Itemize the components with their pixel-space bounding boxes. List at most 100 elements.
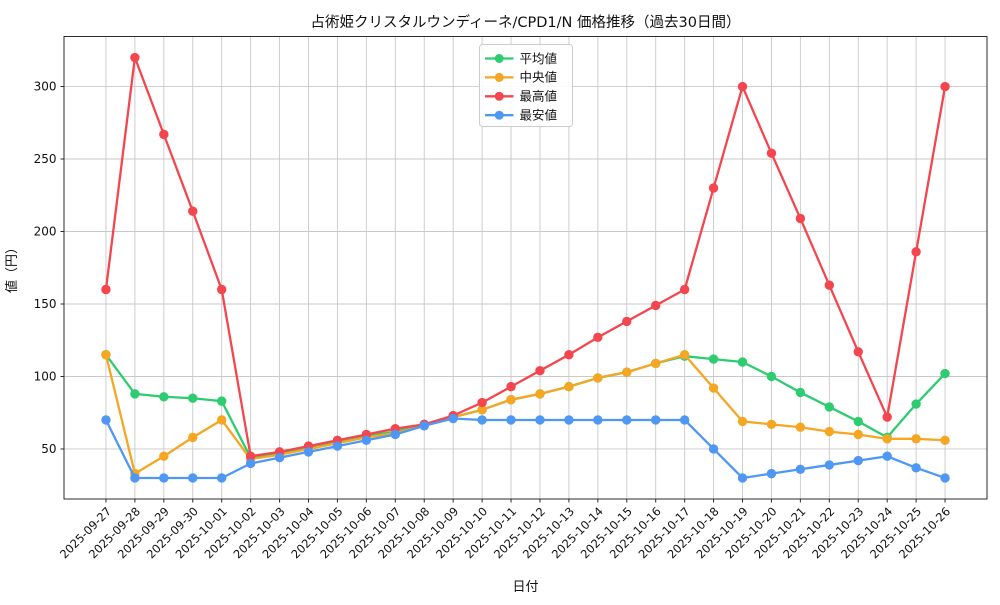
series-median-marker <box>535 389 545 399</box>
series-min <box>101 413 950 483</box>
series-median-marker <box>766 419 777 430</box>
series-min-marker <box>216 473 227 483</box>
series-median-line <box>104 353 947 475</box>
legend-label-median: 中央値 <box>520 70 558 85</box>
series-max-line <box>104 56 947 458</box>
series-min-marker <box>130 473 140 483</box>
legend-label-average: 平均値 <box>520 51 558 66</box>
series-max-marker <box>679 284 690 295</box>
legend-frame <box>479 44 573 127</box>
series-median-marker <box>911 434 921 444</box>
y-tick-label: 200 <box>34 225 57 239</box>
series-max-marker <box>159 129 169 140</box>
series-min-marker <box>795 464 806 474</box>
y-tick-label: 100 <box>34 370 57 384</box>
chart-title: 占術姫クリスタルウンディーネ/CPD1/N 価格推移（過去30日間） <box>311 13 741 31</box>
series-min-marker <box>448 413 458 424</box>
series-average-marker <box>940 368 950 379</box>
series-median-marker <box>622 367 632 377</box>
series-max-marker <box>188 206 198 216</box>
series-min-marker <box>506 415 516 425</box>
series-max-marker <box>651 300 661 311</box>
series-min-marker <box>679 415 690 425</box>
series-median-marker <box>795 422 806 432</box>
series-min-marker <box>188 473 198 483</box>
series-median-marker <box>853 429 863 440</box>
series-max-marker <box>245 451 256 461</box>
series-min-marker <box>853 455 863 466</box>
series-median-marker <box>477 405 487 415</box>
series-median-marker <box>564 381 574 392</box>
series-min-marker <box>766 468 777 479</box>
legend-swatch-marker-min <box>494 110 504 120</box>
series-min-marker <box>303 447 314 457</box>
series-median-marker <box>593 373 603 383</box>
series-max-marker <box>824 280 835 290</box>
series-max-marker <box>737 81 748 92</box>
series-average-marker <box>216 396 227 406</box>
series-max-marker <box>130 52 140 63</box>
series-min-line <box>104 417 947 480</box>
series-median-marker <box>216 415 227 425</box>
series-min-marker <box>911 463 921 473</box>
series-max-marker <box>882 412 892 422</box>
series-max-marker <box>101 284 111 295</box>
series-median-marker <box>882 434 892 444</box>
series-average-marker <box>130 389 140 399</box>
series-average-marker <box>766 371 777 382</box>
y-tick-label: 300 <box>34 80 57 94</box>
series-max-marker <box>853 347 863 357</box>
series-average-marker <box>911 399 921 409</box>
legend-label-min: 最安値 <box>520 108 558 123</box>
series-layer <box>101 52 950 483</box>
series-min-marker <box>390 429 400 440</box>
series-average-marker <box>795 387 806 398</box>
y-tick-label: 50 <box>41 442 56 456</box>
series-min-marker <box>245 458 256 469</box>
series-max-marker <box>216 284 227 295</box>
series-max-marker <box>940 81 950 92</box>
series-max <box>101 52 950 461</box>
y-tick-label: 150 <box>34 297 57 311</box>
series-median-marker <box>940 435 950 445</box>
series-max-marker <box>708 183 719 193</box>
legend-swatch-marker-max <box>494 91 504 101</box>
series-max-marker <box>911 247 921 257</box>
series-min-marker <box>651 415 661 425</box>
series-median-marker <box>101 350 111 360</box>
plot-border <box>63 36 988 500</box>
series-min-marker <box>737 473 748 483</box>
series-min-marker <box>940 473 950 483</box>
y-tick-label: 250 <box>34 152 57 166</box>
series-median-marker <box>737 416 748 427</box>
series-average-marker <box>159 392 169 402</box>
series-median-marker <box>679 350 690 360</box>
series-average-marker <box>824 402 835 412</box>
series-max-marker <box>564 350 574 360</box>
series-max-marker <box>795 213 806 224</box>
series-average-marker <box>737 357 748 367</box>
series-min-marker <box>824 460 835 470</box>
series-min-marker <box>622 415 632 425</box>
series-median-marker <box>824 426 835 437</box>
series-average-marker <box>188 393 198 403</box>
series-max-marker <box>535 365 545 376</box>
series-min-marker <box>564 415 574 425</box>
y-axis-label: 値（円） <box>4 241 20 293</box>
legend-swatch-marker-median <box>494 72 504 82</box>
series-average <box>101 350 950 463</box>
series-max-marker <box>766 148 777 158</box>
series-average-marker <box>853 416 863 427</box>
series-max-marker <box>622 316 632 327</box>
series-average-marker <box>708 354 719 364</box>
legend-label-max: 最高値 <box>520 89 558 104</box>
series-median-marker <box>708 383 719 393</box>
series-min-marker <box>593 415 603 425</box>
legend-swatch-marker-average <box>494 54 504 63</box>
series-min-marker <box>101 415 111 425</box>
series-median-marker <box>188 432 198 443</box>
series-average-line <box>104 353 947 459</box>
